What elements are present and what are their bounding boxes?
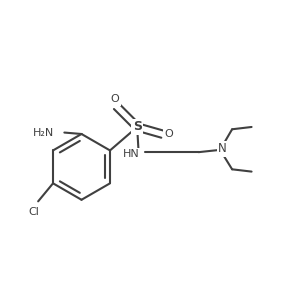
Text: H₂N: H₂N	[33, 128, 54, 138]
Text: S: S	[133, 120, 142, 133]
Text: N: N	[218, 142, 227, 155]
Text: Cl: Cl	[28, 207, 39, 217]
Text: O: O	[164, 129, 173, 139]
Text: HN: HN	[123, 149, 140, 159]
Text: O: O	[111, 94, 120, 104]
